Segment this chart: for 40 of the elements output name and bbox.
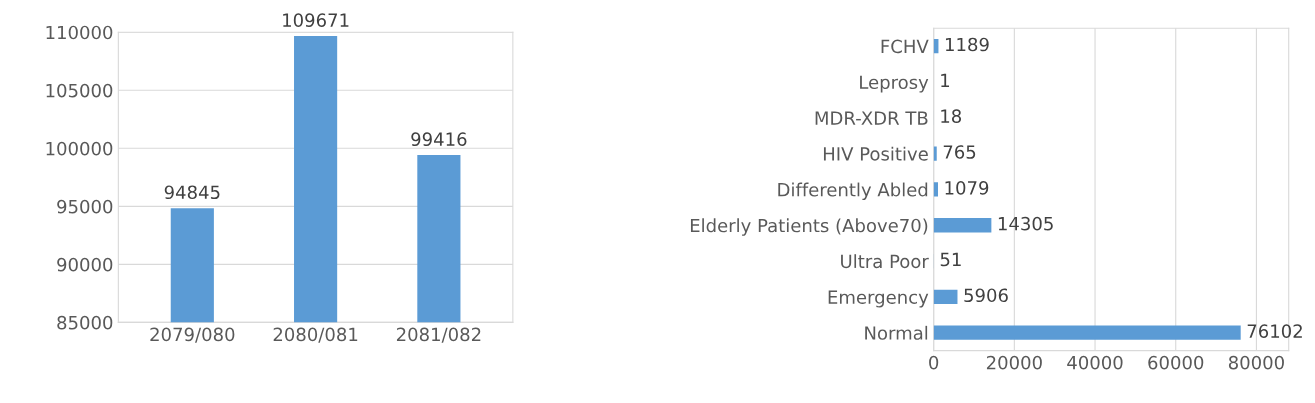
y-tick-label: Differently Abled xyxy=(778,182,928,201)
bar xyxy=(933,182,938,197)
y-tick-label: 85000 xyxy=(57,315,113,330)
y-tick-label: Normal xyxy=(865,325,928,340)
y-tick-label: 105000 xyxy=(46,83,113,98)
y-tick-label: 90000 xyxy=(57,257,113,272)
y-tick-label: 110000 xyxy=(46,25,113,40)
y-tick-label: MDR-XDR TB xyxy=(815,111,928,125)
data-label: 109671 xyxy=(283,13,349,27)
data-label: 99416 xyxy=(411,132,467,147)
data-label: 51 xyxy=(940,252,961,267)
bar xyxy=(933,218,992,233)
data-label: 94845 xyxy=(164,185,220,200)
bar xyxy=(933,146,937,161)
x-tick-label: 80000 xyxy=(1228,355,1284,370)
x-tick-label: 2080/081 xyxy=(273,327,358,343)
x-tick-label: 60000 xyxy=(1148,355,1204,370)
data-label: 1189 xyxy=(945,37,989,52)
x-tick-label: 0 xyxy=(929,355,939,370)
x-tick-label: 20000 xyxy=(986,355,1042,370)
y-tick-label: 95000 xyxy=(57,199,113,214)
bar xyxy=(933,325,1241,340)
data-label: 5906 xyxy=(964,288,1008,303)
data-label: 765 xyxy=(943,145,976,159)
y-tick-label: Leprosy xyxy=(860,75,929,93)
bar xyxy=(933,289,958,305)
y-tick-label: 100000 xyxy=(46,141,113,156)
y-tick-label: Emergency xyxy=(828,290,929,308)
x-tick-label: 40000 xyxy=(1067,355,1123,370)
x-tick-label: 2081/082 xyxy=(396,327,481,343)
data-label: 1 xyxy=(941,73,950,87)
data-label: 18 xyxy=(941,109,962,123)
data-label: 76102 xyxy=(1247,324,1302,338)
y-tick-label: Ultra Poor xyxy=(841,254,929,269)
y-tick-label: FCHV xyxy=(881,39,929,54)
data-label: 1079 xyxy=(945,180,989,195)
data-label: 14305 xyxy=(998,216,1053,231)
y-tick-label: Elderly Patients (Above70) xyxy=(690,218,928,236)
x-tick-label: 2079/080 xyxy=(150,327,235,343)
y-tick-label: HIV Positive xyxy=(823,146,928,161)
